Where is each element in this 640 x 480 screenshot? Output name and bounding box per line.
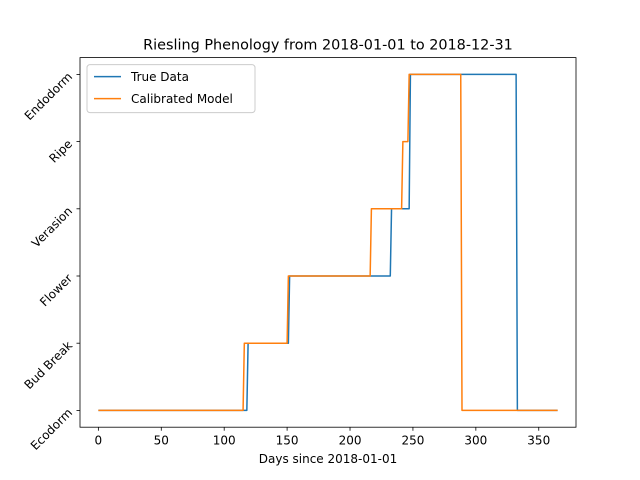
x-tick-label: 150 — [276, 434, 299, 448]
legend-label-2: Calibrated Model — [131, 92, 233, 106]
x-tick-label: 250 — [401, 434, 424, 448]
x-tick-label: 100 — [213, 434, 236, 448]
x-axis-title: Days since 2018-01-01 — [259, 452, 398, 466]
series-line-2 — [98, 73, 558, 412]
x-tick-label: 300 — [464, 434, 487, 448]
legend-label-1: True Data — [130, 70, 189, 84]
plot-frame — [79, 57, 577, 428]
x-tick-label: 350 — [527, 434, 550, 448]
x-tick-label: 50 — [154, 434, 169, 448]
plot-area — [80, 57, 576, 428]
series-layer — [98, 73, 558, 412]
x-tick-label: 200 — [339, 434, 362, 448]
x-axis: 0 50 100 150 200 250 300 350 — [95, 427, 550, 448]
x-tick-label: 0 — [95, 434, 103, 448]
chart-title: Riesling Phenology from 2018-01-01 to 20… — [143, 38, 513, 54]
legend: True Data Calibrated Model — [86, 64, 256, 114]
series-line-1 — [98, 73, 558, 412]
legend-box — [86, 64, 256, 114]
